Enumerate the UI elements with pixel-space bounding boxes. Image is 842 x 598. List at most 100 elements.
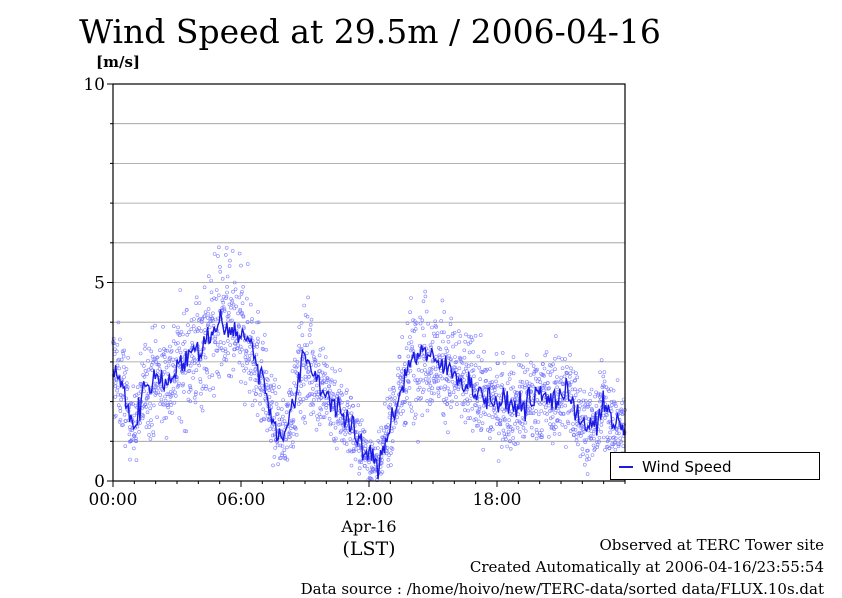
data-point bbox=[490, 380, 495, 384]
data-point bbox=[169, 348, 174, 353]
data-point bbox=[287, 435, 291, 439]
data-point bbox=[509, 370, 514, 375]
data-point bbox=[517, 384, 522, 389]
data-point bbox=[239, 292, 244, 296]
data-point bbox=[275, 412, 280, 416]
data-point bbox=[586, 402, 590, 407]
data-point bbox=[503, 417, 507, 421]
data-point bbox=[442, 387, 447, 392]
data-point bbox=[467, 350, 472, 355]
data-point bbox=[171, 357, 175, 362]
data-point bbox=[533, 418, 538, 423]
data-point bbox=[298, 397, 302, 401]
data-point bbox=[540, 428, 544, 433]
data-point bbox=[511, 371, 516, 376]
data-point bbox=[167, 359, 171, 364]
data-point bbox=[383, 433, 387, 438]
data-point bbox=[247, 354, 252, 358]
data-point bbox=[446, 339, 451, 344]
data-point bbox=[236, 311, 240, 316]
data-point bbox=[430, 386, 435, 391]
data-point bbox=[153, 339, 158, 343]
data-point bbox=[197, 363, 201, 368]
data-point bbox=[251, 330, 255, 335]
data-point bbox=[430, 340, 435, 344]
data-point bbox=[599, 423, 604, 427]
data-point bbox=[559, 404, 564, 409]
data-point bbox=[318, 415, 323, 419]
data-point bbox=[214, 297, 219, 301]
data-point bbox=[410, 344, 415, 349]
data-point bbox=[279, 417, 284, 422]
data-point bbox=[330, 366, 335, 371]
data-point bbox=[315, 394, 320, 399]
data-point bbox=[335, 394, 339, 398]
data-point bbox=[428, 402, 432, 407]
data-point bbox=[306, 370, 310, 375]
data-point bbox=[389, 446, 394, 450]
data-point bbox=[276, 406, 281, 411]
data-point bbox=[449, 405, 453, 410]
data-point bbox=[434, 354, 438, 359]
data-point bbox=[590, 408, 595, 413]
data-point bbox=[240, 289, 244, 294]
data-point bbox=[355, 418, 360, 423]
data-point bbox=[233, 287, 238, 292]
data-point bbox=[349, 449, 354, 454]
data-point bbox=[151, 360, 155, 365]
data-point bbox=[166, 363, 171, 368]
data-point bbox=[442, 310, 447, 314]
data-point bbox=[152, 385, 157, 390]
data-point bbox=[163, 355, 167, 359]
data-point bbox=[396, 366, 401, 371]
data-point bbox=[422, 363, 427, 367]
data-point bbox=[170, 411, 174, 415]
data-point bbox=[177, 381, 181, 386]
data-point bbox=[477, 419, 481, 424]
data-point bbox=[418, 315, 423, 320]
data-point bbox=[306, 369, 311, 374]
data-point bbox=[340, 438, 344, 443]
data-point bbox=[194, 390, 198, 395]
data-point bbox=[302, 363, 306, 368]
data-point bbox=[261, 416, 266, 421]
data-point bbox=[309, 317, 314, 322]
data-point bbox=[598, 392, 603, 397]
data-point bbox=[119, 357, 124, 362]
data-point bbox=[146, 421, 150, 425]
data-point bbox=[409, 409, 414, 413]
data-point bbox=[290, 369, 295, 373]
data-point bbox=[463, 339, 468, 344]
data-point bbox=[280, 451, 285, 456]
data-point bbox=[531, 364, 536, 368]
data-point bbox=[560, 357, 564, 361]
data-point bbox=[238, 344, 243, 349]
data-point bbox=[122, 348, 126, 353]
data-point bbox=[163, 394, 167, 399]
data-point bbox=[339, 400, 344, 405]
data-point bbox=[216, 371, 220, 376]
footer-data-source: Data source : /home/hoivo/new/TERC-data/… bbox=[300, 580, 824, 598]
data-point bbox=[530, 382, 534, 387]
data-point bbox=[386, 423, 390, 427]
data-point bbox=[247, 371, 251, 375]
data-point bbox=[291, 418, 296, 422]
data-point bbox=[269, 405, 274, 410]
data-point bbox=[498, 418, 503, 423]
data-point bbox=[160, 402, 165, 406]
data-point bbox=[214, 317, 218, 322]
data-point bbox=[161, 324, 165, 329]
data-point bbox=[605, 413, 609, 417]
data-point bbox=[557, 404, 562, 409]
data-point bbox=[231, 302, 236, 307]
data-point bbox=[438, 374, 443, 379]
data-point bbox=[455, 402, 459, 407]
data-point bbox=[525, 367, 530, 372]
data-point bbox=[421, 299, 426, 304]
data-point bbox=[408, 310, 412, 315]
data-point bbox=[215, 370, 219, 374]
data-point bbox=[228, 258, 232, 263]
data-point bbox=[565, 419, 570, 424]
data-point bbox=[162, 416, 167, 421]
data-point bbox=[142, 389, 146, 394]
